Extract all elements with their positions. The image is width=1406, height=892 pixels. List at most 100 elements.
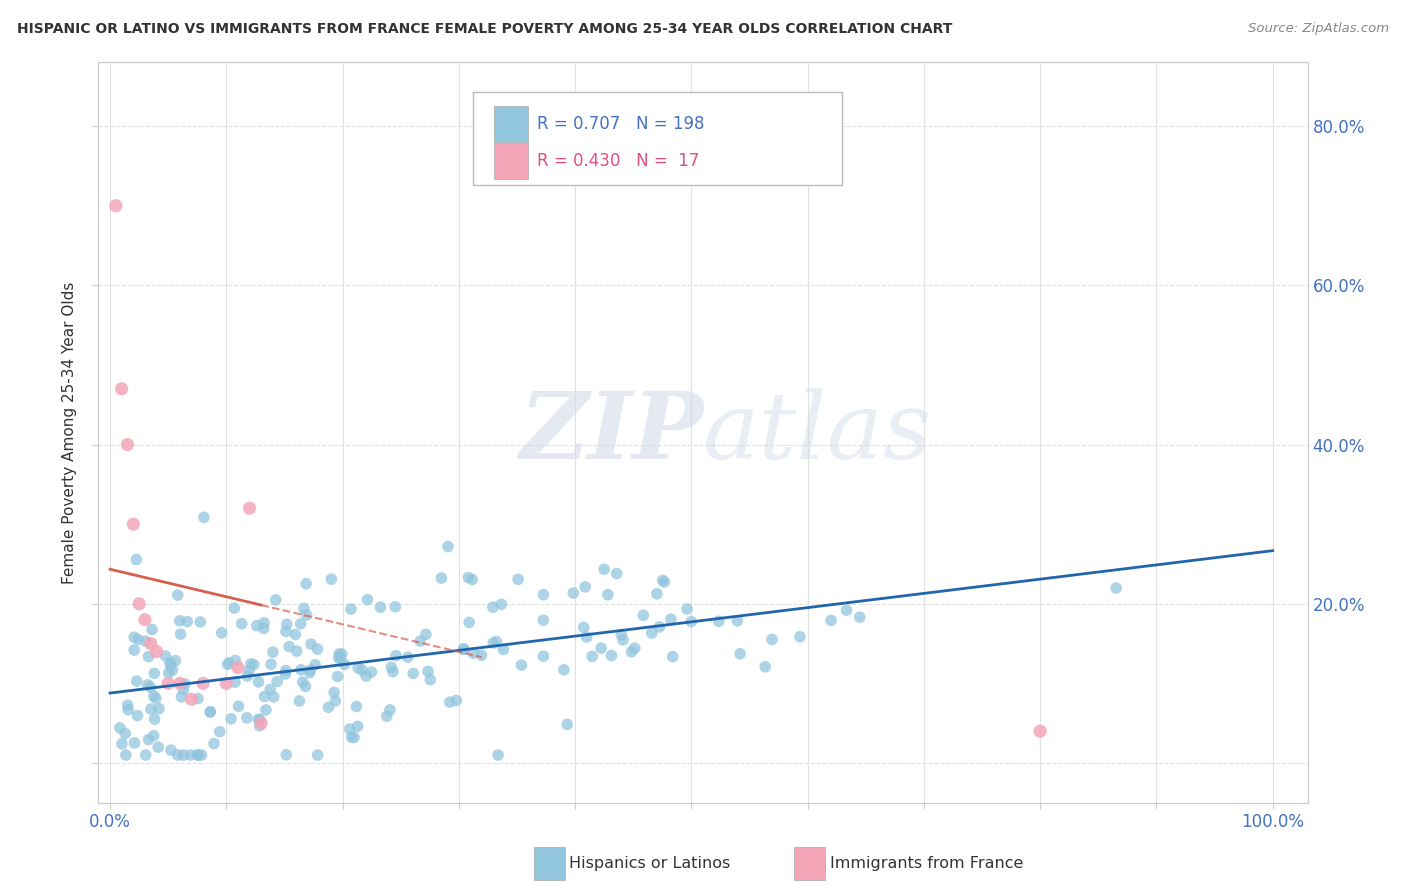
Point: [659, 612, 682, 626]
Text: R = 0.430   N =  17: R = 0.430 N = 17: [537, 152, 700, 169]
FancyBboxPatch shape: [474, 92, 842, 185]
Point: [339, 722, 361, 736]
Point: [623, 640, 645, 655]
Point: [593, 562, 616, 576]
Point: [228, 699, 250, 714]
Point: [419, 673, 441, 687]
Point: [187, 691, 209, 706]
Point: [247, 674, 270, 689]
Point: [253, 621, 276, 635]
Point: [141, 623, 163, 637]
Point: [139, 637, 162, 651]
Point: [610, 628, 633, 642]
Point: [128, 597, 150, 611]
Point: [581, 649, 603, 664]
Point: [307, 642, 329, 657]
Point: [117, 437, 139, 451]
Point: [506, 573, 529, 587]
Point: [600, 648, 623, 663]
Point: [754, 660, 776, 674]
Point: [326, 669, 349, 683]
Point: [458, 615, 481, 630]
Point: [249, 713, 271, 727]
Point: [325, 694, 347, 708]
Point: [340, 730, 363, 744]
Point: [321, 572, 343, 586]
Point: [439, 695, 461, 709]
Point: [415, 627, 437, 641]
Point: [127, 632, 149, 647]
Point: [606, 566, 628, 581]
Point: [170, 690, 193, 704]
Point: [681, 615, 703, 629]
Point: [259, 682, 281, 697]
Text: atlas: atlas: [703, 388, 932, 477]
Point: [304, 657, 326, 672]
Point: [173, 677, 195, 691]
Point: [574, 580, 596, 594]
Point: [402, 666, 425, 681]
Point: [329, 651, 352, 665]
Point: [848, 610, 870, 624]
Point: [470, 648, 492, 663]
Point: [416, 665, 439, 679]
Point: [266, 674, 288, 689]
Point: [246, 618, 269, 632]
Point: [136, 678, 159, 692]
Point: [202, 737, 225, 751]
Point: [134, 613, 156, 627]
Point: [254, 703, 277, 717]
Text: HISPANIC OR LATINO VS IMMIGRANTS FROM FRANCE FEMALE POVERTY AMONG 25-34 YEAR OLD: HISPANIC OR LATINO VS IMMIGRANTS FROM FR…: [17, 22, 952, 37]
Point: [285, 644, 308, 658]
Point: [330, 647, 353, 661]
Point: [148, 701, 170, 715]
Point: [292, 601, 315, 615]
Point: [142, 689, 165, 703]
Point: [211, 625, 233, 640]
Point: [193, 510, 215, 524]
Point: [139, 702, 162, 716]
Point: [236, 711, 259, 725]
Point: [294, 680, 316, 694]
Point: [108, 721, 131, 735]
Point: [299, 663, 322, 677]
Text: Immigrants from France: Immigrants from France: [830, 856, 1024, 871]
Text: ZIP: ZIP: [519, 388, 703, 477]
Point: [145, 644, 167, 658]
Point: [190, 747, 212, 762]
Point: [166, 588, 188, 602]
Point: [208, 724, 231, 739]
Point: [117, 703, 139, 717]
Point: [323, 685, 346, 699]
Point: [187, 747, 209, 762]
Point: [139, 680, 162, 694]
Point: [533, 588, 555, 602]
Point: [381, 665, 404, 679]
Point: [340, 602, 363, 616]
Point: [333, 657, 356, 672]
Point: [172, 747, 194, 762]
Point: [111, 737, 134, 751]
Point: [352, 663, 374, 677]
Point: [446, 693, 468, 707]
Point: [249, 719, 271, 733]
Point: [157, 676, 180, 690]
Point: [117, 698, 139, 713]
Point: [789, 630, 811, 644]
Point: [219, 712, 242, 726]
Point: [486, 747, 509, 762]
Point: [728, 647, 751, 661]
Point: [115, 747, 138, 762]
Point: [654, 574, 676, 589]
Point: [250, 716, 273, 731]
Point: [356, 592, 378, 607]
Point: [104, 199, 127, 213]
Text: Source: ZipAtlas.com: Source: ZipAtlas.com: [1249, 22, 1389, 36]
Point: [187, 747, 209, 762]
Point: [264, 593, 287, 607]
Point: [143, 666, 166, 681]
Point: [242, 657, 264, 672]
Point: [492, 642, 515, 657]
Point: [224, 601, 246, 615]
Point: [430, 571, 453, 585]
